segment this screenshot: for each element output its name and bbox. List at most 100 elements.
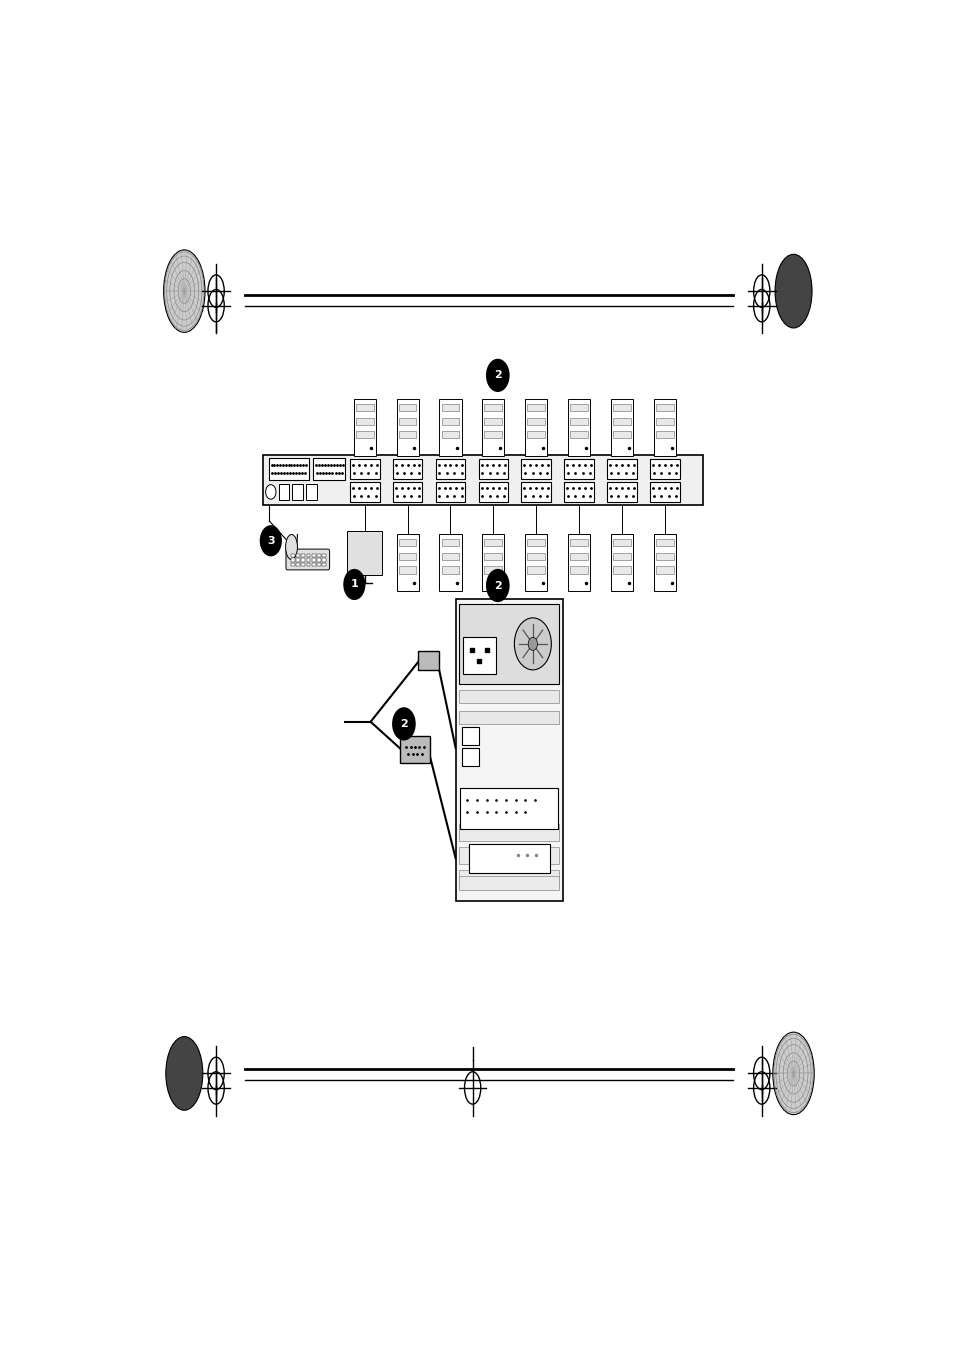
FancyBboxPatch shape	[350, 481, 379, 503]
FancyBboxPatch shape	[312, 562, 315, 566]
FancyBboxPatch shape	[398, 539, 416, 547]
Text: 3: 3	[267, 536, 274, 546]
FancyBboxPatch shape	[613, 553, 630, 561]
FancyBboxPatch shape	[305, 484, 316, 500]
FancyBboxPatch shape	[527, 404, 544, 411]
FancyBboxPatch shape	[524, 399, 547, 457]
Circle shape	[343, 569, 365, 600]
FancyBboxPatch shape	[527, 417, 544, 424]
FancyBboxPatch shape	[610, 399, 633, 457]
FancyBboxPatch shape	[355, 404, 374, 411]
Circle shape	[485, 359, 509, 392]
FancyBboxPatch shape	[567, 534, 590, 592]
FancyBboxPatch shape	[484, 566, 501, 574]
FancyBboxPatch shape	[439, 534, 461, 592]
FancyBboxPatch shape	[347, 531, 382, 576]
FancyBboxPatch shape	[269, 458, 308, 481]
FancyBboxPatch shape	[656, 431, 673, 438]
FancyBboxPatch shape	[350, 458, 379, 480]
FancyBboxPatch shape	[527, 431, 544, 438]
Circle shape	[259, 526, 281, 557]
FancyBboxPatch shape	[355, 417, 374, 424]
FancyBboxPatch shape	[292, 484, 303, 500]
FancyBboxPatch shape	[459, 788, 558, 830]
Ellipse shape	[285, 535, 297, 559]
FancyBboxPatch shape	[613, 566, 630, 574]
FancyBboxPatch shape	[606, 458, 637, 480]
FancyBboxPatch shape	[482, 534, 504, 592]
FancyBboxPatch shape	[564, 481, 594, 503]
Ellipse shape	[166, 1036, 203, 1111]
FancyBboxPatch shape	[524, 534, 547, 592]
FancyBboxPatch shape	[649, 458, 679, 480]
FancyBboxPatch shape	[484, 431, 501, 438]
FancyBboxPatch shape	[398, 553, 416, 561]
FancyBboxPatch shape	[354, 399, 375, 457]
FancyBboxPatch shape	[322, 562, 326, 566]
FancyBboxPatch shape	[484, 539, 501, 547]
FancyBboxPatch shape	[398, 431, 416, 438]
FancyBboxPatch shape	[462, 748, 478, 766]
FancyBboxPatch shape	[484, 404, 501, 411]
FancyBboxPatch shape	[306, 562, 310, 566]
FancyBboxPatch shape	[564, 458, 594, 480]
FancyBboxPatch shape	[482, 399, 504, 457]
FancyBboxPatch shape	[610, 534, 633, 592]
FancyBboxPatch shape	[653, 399, 676, 457]
FancyBboxPatch shape	[570, 566, 587, 574]
FancyBboxPatch shape	[278, 484, 289, 500]
FancyBboxPatch shape	[462, 727, 478, 744]
FancyBboxPatch shape	[301, 554, 305, 558]
FancyBboxPatch shape	[656, 566, 673, 574]
FancyBboxPatch shape	[570, 417, 587, 424]
FancyBboxPatch shape	[263, 455, 702, 505]
FancyBboxPatch shape	[306, 558, 310, 562]
FancyBboxPatch shape	[286, 549, 329, 570]
Circle shape	[265, 485, 275, 500]
FancyBboxPatch shape	[393, 481, 422, 503]
FancyBboxPatch shape	[291, 562, 294, 566]
Circle shape	[514, 617, 551, 670]
FancyBboxPatch shape	[301, 562, 305, 566]
FancyBboxPatch shape	[441, 553, 459, 561]
Text: 2: 2	[494, 581, 501, 590]
FancyBboxPatch shape	[296, 562, 299, 566]
FancyBboxPatch shape	[312, 558, 315, 562]
FancyBboxPatch shape	[459, 690, 558, 704]
FancyBboxPatch shape	[570, 553, 587, 561]
FancyBboxPatch shape	[521, 481, 551, 503]
FancyBboxPatch shape	[484, 417, 501, 424]
Circle shape	[485, 569, 509, 603]
FancyBboxPatch shape	[459, 711, 558, 724]
FancyBboxPatch shape	[527, 539, 544, 547]
FancyBboxPatch shape	[456, 598, 562, 901]
FancyBboxPatch shape	[296, 558, 299, 562]
FancyBboxPatch shape	[459, 824, 558, 842]
Text: 1: 1	[350, 580, 358, 589]
FancyBboxPatch shape	[570, 404, 587, 411]
FancyBboxPatch shape	[527, 566, 544, 574]
FancyBboxPatch shape	[606, 481, 637, 503]
FancyBboxPatch shape	[462, 638, 495, 674]
Text: 2: 2	[399, 719, 407, 730]
Ellipse shape	[164, 250, 205, 332]
FancyBboxPatch shape	[478, 481, 508, 503]
FancyBboxPatch shape	[313, 458, 345, 481]
FancyBboxPatch shape	[613, 404, 630, 411]
FancyBboxPatch shape	[459, 604, 558, 684]
FancyBboxPatch shape	[417, 651, 438, 670]
FancyBboxPatch shape	[355, 431, 374, 438]
FancyBboxPatch shape	[316, 562, 320, 566]
FancyBboxPatch shape	[521, 458, 551, 480]
FancyBboxPatch shape	[301, 558, 305, 562]
FancyBboxPatch shape	[322, 554, 326, 558]
FancyBboxPatch shape	[567, 399, 590, 457]
FancyBboxPatch shape	[291, 558, 294, 562]
FancyBboxPatch shape	[306, 554, 310, 558]
FancyBboxPatch shape	[656, 539, 673, 547]
FancyBboxPatch shape	[398, 566, 416, 574]
FancyBboxPatch shape	[436, 481, 465, 503]
FancyBboxPatch shape	[396, 534, 418, 592]
FancyBboxPatch shape	[459, 875, 558, 890]
Ellipse shape	[774, 254, 811, 328]
